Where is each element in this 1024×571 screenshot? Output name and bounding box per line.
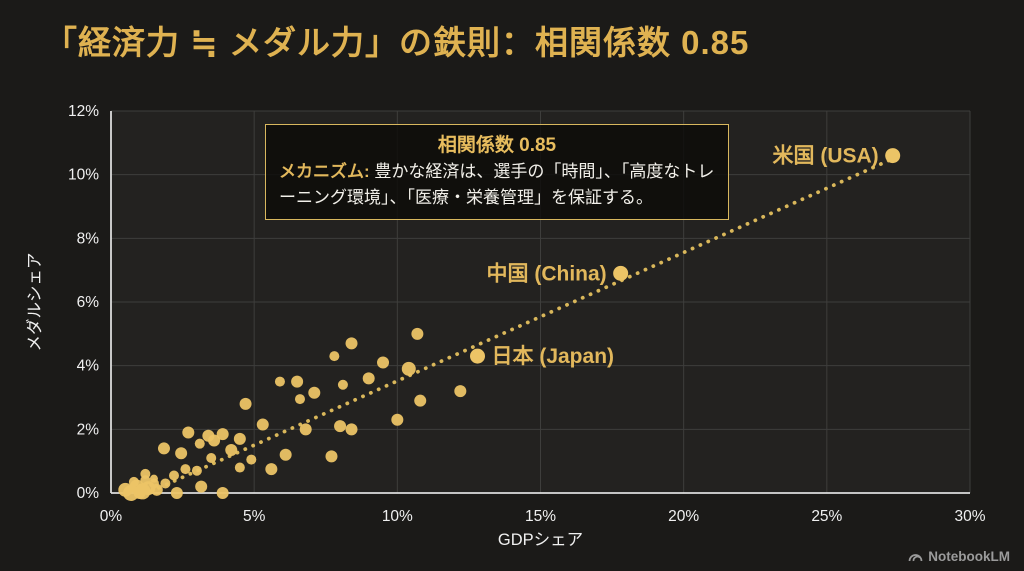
scatter-point [291,375,304,388]
scatter-point [233,432,246,445]
country-label: 中国 (China) [487,262,607,285]
x-tick-label: 30% [954,508,985,525]
x-tick-label: 20% [668,508,699,525]
scatter-point [157,442,170,455]
scatter-point [216,428,229,441]
scatter-point [411,327,424,340]
country-label: 日本 (Japan) [492,345,615,368]
scatter-point [329,351,340,362]
watermark: NotebookLM [908,549,1010,564]
annotation-body: メカニズム: 豊かな経済は、選手の「時間」、「高度なトレーニング環境」、「医療・… [279,159,715,210]
scatter-point [337,379,348,390]
scatter-point [149,474,158,483]
scatter-point [299,423,312,436]
scatter-point [168,470,179,481]
country-label: 米国 (USA) [773,145,879,168]
scatter-point [256,418,269,431]
scatter-point [414,394,427,407]
scatter-point [133,487,146,499]
scatter-point [194,438,205,449]
scatter-point [279,448,292,461]
scatter-point [170,487,183,499]
scatter-point [308,386,321,399]
scatter-point [239,397,252,410]
scatter-point [225,444,238,457]
y-tick-label: 0% [77,485,100,502]
annotation-mechanism-label: メカニズム: [279,162,370,181]
x-axis-title: GDPシェア [498,531,583,549]
scatter-point [401,361,416,376]
y-tick-label: 4% [77,358,100,375]
scatter-point [208,434,221,447]
y-tick-label: 10% [68,167,99,184]
annotation-box: 相関係数 0.85 メカニズム: 豊かな経済は、選手の「時間」、「高度なトレーニ… [265,124,729,220]
watermark-label: NotebookLM [928,549,1010,564]
scatter-point [454,385,467,398]
scatter-point [391,413,404,426]
x-tick-label: 10% [382,508,413,525]
annotation-mechanism-text: 豊かな経済は、選手の「時間」、「高度なトレーニング環境」、「医療・栄養管理」を保… [279,162,715,207]
x-tick-label: 0% [100,508,123,525]
x-tick-label: 5% [243,508,266,525]
scatter-point [334,420,347,433]
scatter-point [206,452,217,463]
notebooklm-logo-icon [908,554,923,562]
scatter-point [246,454,257,465]
scatter-point [234,462,245,473]
country-point [613,265,629,281]
scatter-point [128,476,139,487]
x-tick-label: 15% [525,508,556,525]
scatter-point [191,465,202,476]
scatter-point [294,394,305,405]
y-tick-label: 12% [68,103,99,120]
annotation-title: 相関係数 0.85 [437,135,557,156]
scatter-point [377,356,390,369]
scatter-point [345,337,358,350]
scatter-point [265,463,278,476]
x-tick-label: 25% [811,508,842,525]
scatter-point [216,487,229,499]
scatter-point [180,464,191,475]
scatter-point [182,426,195,439]
y-tick-label: 2% [77,421,100,438]
y-tick-label: 6% [77,294,100,311]
scatter-point [140,468,151,479]
scatter-point [175,447,188,460]
scatter-point [362,372,375,385]
page-title: 「経済力 ≒ メダル力」の鉄則：相関係数 0.85 [44,24,750,61]
country-point [885,148,901,164]
scatter-point [345,423,358,436]
scatter-point [160,478,171,489]
scatter-point [274,376,285,387]
y-axis-title: メダルシェア [25,253,44,352]
scatter-point [195,480,208,493]
scatter-point [325,450,338,463]
country-point [470,348,486,364]
y-tick-label: 8% [77,230,100,247]
